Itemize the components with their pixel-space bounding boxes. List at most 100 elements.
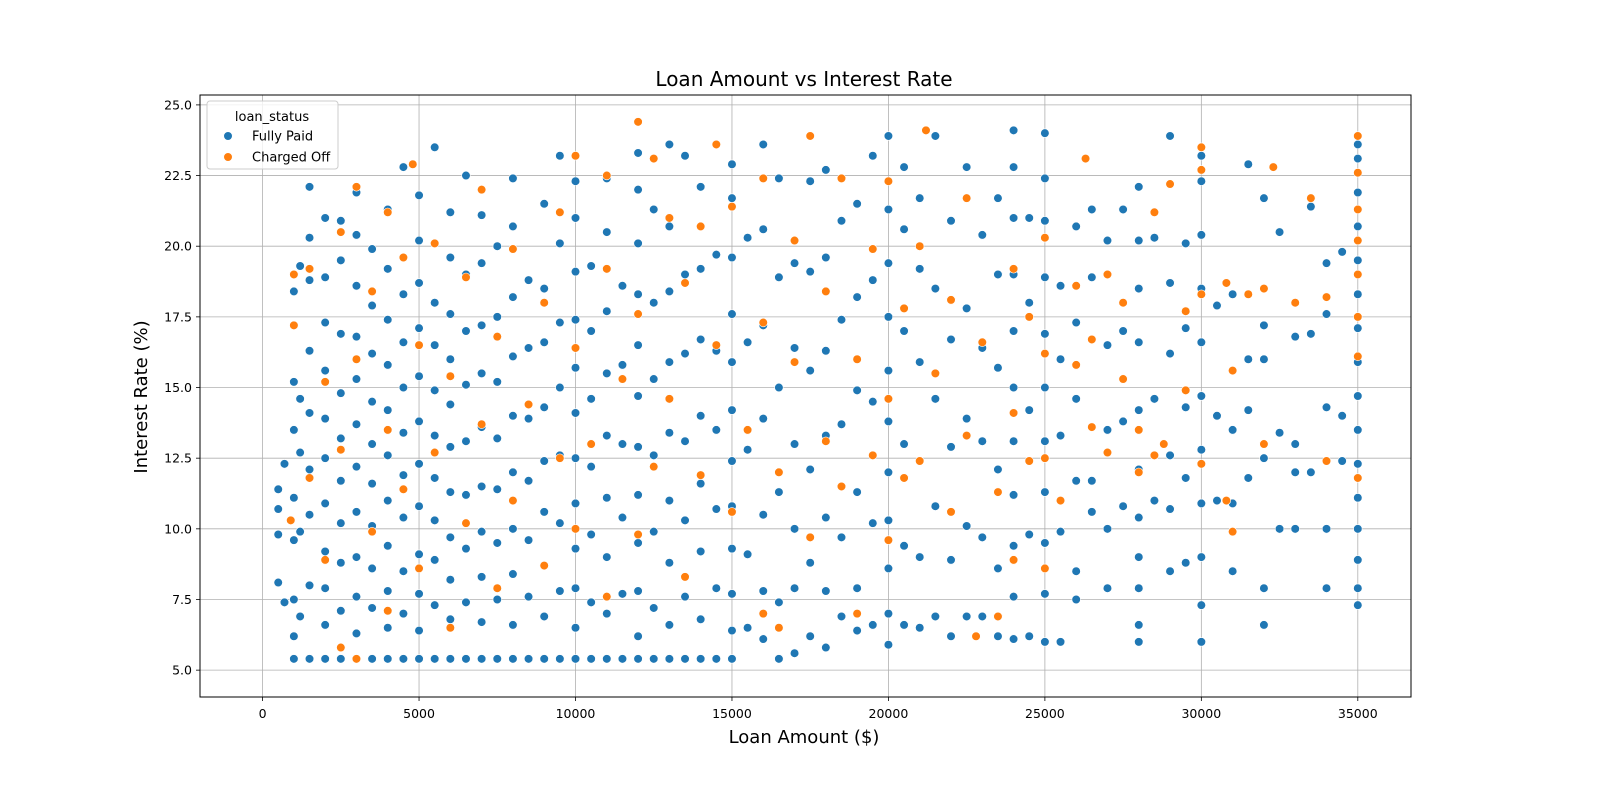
data-point [555, 151, 565, 161]
data-point [696, 479, 706, 489]
data-point [398, 428, 408, 438]
data-point [1008, 264, 1019, 274]
data-point [523, 414, 534, 424]
data-point [304, 233, 315, 243]
data-point [1165, 278, 1175, 288]
data-point [1353, 131, 1363, 141]
data-point [430, 430, 440, 441]
data-point [1243, 473, 1253, 483]
data-point [617, 360, 628, 370]
data-point [383, 495, 393, 506]
data-point [805, 532, 815, 542]
data-point [1008, 436, 1019, 446]
data-point [633, 631, 643, 641]
data-point [868, 450, 878, 460]
data-point [351, 182, 362, 192]
data-point [993, 193, 1003, 203]
data-point [295, 611, 305, 622]
data-point [1274, 524, 1285, 534]
data-point [633, 529, 643, 540]
data-point [1259, 439, 1269, 449]
data-point [477, 419, 487, 429]
data-point [523, 476, 534, 486]
data-point [633, 289, 643, 299]
data-point [1353, 153, 1363, 164]
data-point [821, 165, 831, 175]
data-point [993, 464, 1003, 475]
data-point [1353, 493, 1363, 503]
data-point [711, 504, 721, 514]
data-point [602, 654, 612, 664]
data-point [1243, 405, 1253, 415]
data-point [743, 623, 753, 633]
data-point [351, 281, 362, 291]
data-point [351, 462, 362, 472]
data-point [868, 275, 878, 285]
data-point [789, 439, 800, 449]
data-point [1087, 334, 1097, 345]
data-point [852, 385, 862, 395]
data-point [883, 258, 894, 268]
data-point [1040, 538, 1050, 548]
data-point [789, 235, 800, 246]
data-point [320, 272, 330, 282]
data-point [649, 603, 659, 613]
data-point [1321, 258, 1332, 268]
data-point [758, 414, 768, 424]
data-point [1134, 637, 1144, 647]
data-point [477, 210, 487, 220]
data-point [508, 411, 518, 421]
data-point [1102, 524, 1113, 534]
data-point [915, 193, 925, 203]
data-point [930, 501, 940, 511]
data-point [1008, 326, 1019, 336]
data-point [461, 436, 471, 446]
legend-marker [223, 131, 233, 141]
data-point [1259, 620, 1269, 630]
data-point [883, 394, 894, 404]
data-point [1290, 439, 1300, 449]
data-point [1212, 411, 1222, 421]
data-point [930, 368, 940, 378]
data-point [743, 337, 753, 347]
data-point [1102, 235, 1113, 246]
data-point [633, 538, 643, 548]
data-point [508, 292, 518, 302]
data-point [1102, 340, 1113, 350]
data-point [727, 202, 737, 212]
x-tick-label: 25000 [1025, 706, 1065, 721]
data-point [664, 620, 674, 630]
data-point [1353, 204, 1363, 215]
data-point [1290, 524, 1300, 534]
data-point [414, 549, 424, 559]
data-point [633, 309, 643, 319]
data-point [852, 609, 862, 619]
data-point [664, 357, 674, 367]
data-point [430, 298, 440, 308]
data-point [915, 456, 925, 466]
data-point [477, 368, 487, 378]
data-point [962, 162, 972, 172]
data-point [414, 589, 424, 599]
data-point [539, 284, 549, 294]
data-point [408, 159, 418, 169]
data-point [492, 433, 502, 443]
data-point [1306, 193, 1316, 203]
data-point [711, 340, 721, 350]
data-point [868, 151, 878, 161]
data-point [836, 315, 847, 325]
data-point [602, 430, 612, 441]
data-point [696, 334, 706, 345]
data-point [962, 611, 972, 622]
data-point [414, 235, 424, 246]
data-point [602, 306, 612, 316]
data-point [461, 326, 471, 336]
data-point [1087, 476, 1097, 486]
data-point [367, 654, 377, 664]
data-point [398, 337, 408, 347]
data-point [351, 654, 362, 664]
data-point [1290, 298, 1300, 308]
data-point [414, 625, 424, 636]
data-point [1040, 563, 1050, 574]
data-point [868, 244, 878, 254]
